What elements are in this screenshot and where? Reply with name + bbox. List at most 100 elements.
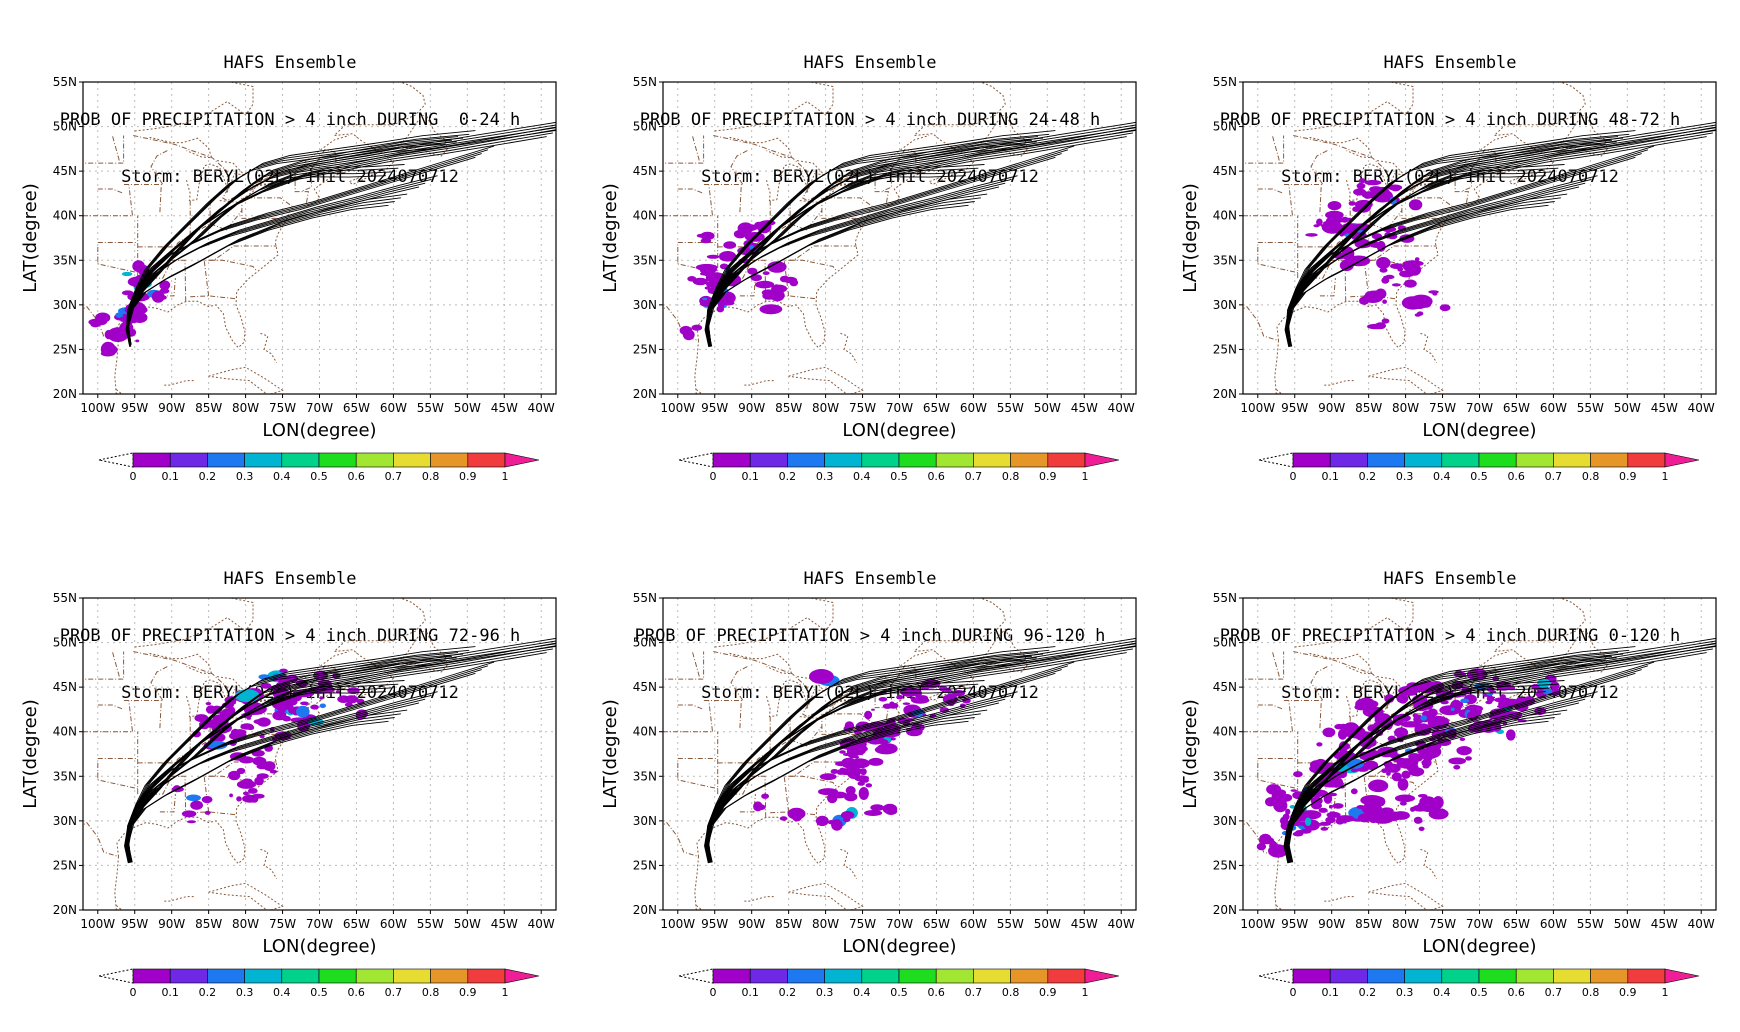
precip-cell: [1456, 746, 1472, 756]
colorbar-swatch: [861, 968, 900, 984]
track-line: [708, 175, 1018, 346]
map-canvas: 100W 95W 90W 85W 80W 75W 70W 65W 60W 55W 50W 45W 40W…: [600, 591, 1137, 999]
colorbar-swatch: [281, 968, 320, 984]
precip-cell: [187, 820, 196, 824]
precip-cell: [1453, 765, 1461, 770]
precip-cell: [1320, 224, 1326, 228]
x-tick-label: 85W: [775, 401, 802, 415]
colorbar-swatch: [355, 968, 394, 984]
precip-cell: [1326, 811, 1341, 818]
x-tick-label: 55W: [417, 917, 444, 931]
colorbar-label: 0: [130, 986, 137, 999]
colorbar-swatch: [935, 452, 974, 468]
x-tick-label: 55W: [997, 401, 1024, 415]
precip-cell: [1397, 778, 1409, 791]
colorbar-label: 0.4: [853, 470, 871, 483]
x-tick-label: 100W: [1240, 401, 1275, 415]
precip-cell: [704, 286, 711, 290]
colorbar-label: 0.4: [273, 470, 291, 483]
colorbar-swatch: [973, 968, 1011, 984]
precip-cell: [839, 750, 846, 754]
y-tick-label: 45N: [633, 680, 657, 694]
precip-cell: [282, 715, 291, 722]
precip-cell: [247, 788, 258, 794]
precip-cell: [1402, 260, 1424, 267]
colorbar-swatch: [244, 968, 283, 984]
precip-cell: [902, 702, 911, 705]
y-tick-label: 40N: [53, 725, 77, 739]
track-line: [1288, 175, 1598, 346]
precip-cell: [1401, 770, 1411, 779]
track-line: [706, 645, 1136, 862]
precip-cell: [256, 773, 269, 779]
title-product: PROB OF PRECIPITATION > 4 inch DURING 72…: [59, 626, 521, 646]
precip-cell: [95, 312, 111, 323]
colorbar-swatch: [1010, 968, 1049, 984]
precip-cell: [1369, 186, 1383, 193]
x-tick-label: 70W: [306, 401, 333, 415]
colorbar-swatch: [1590, 968, 1629, 984]
x-axis-label: LON(degree): [1422, 936, 1536, 957]
track-line: [126, 702, 420, 862]
map-canvas: 100W 95W 90W 85W 80W 75W 70W 65W 60W 55W 50W 45W 40W…: [1180, 591, 1717, 999]
colorbar-label: 0.5: [1470, 470, 1488, 483]
colorbar-swatch: [132, 452, 171, 468]
y-tick-label: 45N: [1213, 680, 1237, 694]
track-line: [126, 657, 457, 862]
x-tick-label: 80W: [232, 401, 259, 415]
precip-cell: [278, 702, 293, 708]
title-product: PROB OF PRECIPITATION > 4 inch DURING 0-…: [59, 110, 521, 130]
colorbar-label: 0.9: [459, 986, 477, 999]
y-tick-label: 55N: [53, 591, 77, 605]
x-tick-label: 65W: [923, 401, 950, 415]
precip-cell: [1379, 267, 1388, 273]
map-panel-72-96h: HAFS Ensemble PROB OF PRECIPITATION > 4 …: [0, 516, 580, 1032]
precip-cell: [809, 669, 834, 684]
panel-title: HAFS Ensemble PROB OF PRECIPITATION > 4 …: [580, 16, 1160, 225]
x-tick-label: 75W: [269, 917, 296, 931]
precip-cell: [762, 271, 770, 275]
precip-cell: [750, 274, 762, 282]
precip-cell: [269, 769, 278, 774]
precip-cell: [260, 682, 272, 689]
precip-cell: [691, 324, 703, 331]
track-line: [1287, 717, 1555, 862]
precip-cell: [1423, 755, 1433, 762]
colorbar-label: 0.5: [1470, 986, 1488, 999]
precip-cell: [1428, 808, 1449, 820]
precip-cell: [1292, 831, 1304, 837]
track-line: [706, 141, 1037, 346]
x-tick-label: 100W: [1240, 917, 1275, 931]
precip-cell: [885, 807, 898, 815]
colorbar-swatch: [824, 968, 863, 984]
precip-cell: [1549, 681, 1560, 690]
y-tick-label: 40N: [53, 209, 77, 223]
precip-cell: [194, 714, 209, 723]
precip-cell: [1346, 758, 1365, 769]
x-axis-label: LON(degree): [842, 420, 956, 441]
x-tick-label: 50W: [454, 401, 481, 415]
precip-cell: [723, 241, 737, 249]
colorbar-label: 0.9: [1039, 470, 1057, 483]
precip-cell: [1399, 270, 1414, 278]
track-line: [1286, 657, 1617, 862]
precip-cell: [1280, 793, 1293, 802]
precip-cell: [132, 260, 145, 273]
precip-probability-field: [753, 669, 971, 831]
precip-cell: [864, 810, 883, 816]
precip-cell: [1508, 686, 1516, 691]
x-tick-label: 60W: [1540, 401, 1567, 415]
y-tick-label: 30N: [633, 298, 657, 312]
colorbar-label: 0.8: [1582, 986, 1600, 999]
colorbar-label: 0.5: [310, 986, 328, 999]
y-tick-label: 50N: [1213, 120, 1237, 134]
track-line: [706, 648, 1133, 862]
precip-cell: [844, 721, 855, 731]
precip-cell: [868, 757, 884, 766]
precip-cell: [1390, 263, 1403, 269]
colorbar-label: 0.3: [236, 986, 254, 999]
track-line: [126, 127, 556, 346]
precip-cell: [759, 304, 783, 315]
track-origin: [1283, 827, 1294, 864]
colorbar-swatch: [207, 968, 245, 984]
